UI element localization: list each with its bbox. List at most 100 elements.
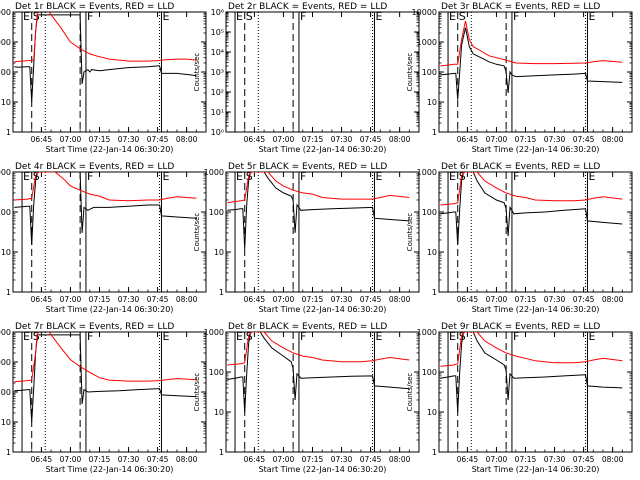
y-tick-label: 100 xyxy=(422,208,437,217)
x-tick-label: 07:00 xyxy=(60,455,82,464)
panel-title: Det 6r BLACK = Events, RED = LLD xyxy=(441,162,600,172)
x-tick-label: 08:00 xyxy=(389,455,411,464)
panel-title: Det 3r BLACK = Events, RED = LLD xyxy=(441,2,600,12)
detector-panel-6: Det 6r BLACK = Events, RED = LLD Counts/s… xyxy=(406,162,633,314)
x-tick-label: 07:30 xyxy=(544,295,566,304)
x-tick-label: 06:45 xyxy=(457,295,479,304)
x-tick-label: 06:45 xyxy=(457,135,479,144)
y-tick-label: 10 xyxy=(214,248,224,257)
series-line-events xyxy=(440,332,623,413)
x-tick-label: 08:00 xyxy=(176,455,198,464)
y-tick-label: 10000 xyxy=(412,8,437,17)
x-tick-label: 07:30 xyxy=(118,295,140,304)
y-tick-label: 10 xyxy=(427,408,437,417)
y-tick-label: 1 xyxy=(219,448,224,457)
series-line-lld xyxy=(14,332,197,383)
x-tick-label: 07:30 xyxy=(331,455,353,464)
y-tick-label: 1000 xyxy=(417,168,437,177)
x-tick-label: 07:45 xyxy=(573,135,595,144)
x-tick-label: 07:00 xyxy=(273,135,295,144)
x-axis-label: Start Time (22-Jan-14 06:30:20) xyxy=(46,465,174,474)
y-tick-label: 10 xyxy=(1,248,11,257)
panel-title: Det 7r BLACK = Events, RED = LLD xyxy=(15,322,174,332)
y-tick-label: 10³ xyxy=(211,68,224,77)
series-line-events xyxy=(227,172,410,249)
event-marker-label: F xyxy=(513,10,519,23)
event-marker-label: E xyxy=(23,170,30,183)
detector-panel-1: Det 1r BLACK = Events, RED = LLD Counts/s… xyxy=(0,2,207,154)
x-tick-label: 07:00 xyxy=(486,135,508,144)
x-tick-label: 07:30 xyxy=(331,135,353,144)
x-tick-label: 07:45 xyxy=(360,455,382,464)
series-line-events xyxy=(227,332,410,413)
y-tick-label: 100 xyxy=(0,388,11,397)
y-tick-label: 1000 xyxy=(417,38,437,47)
y-tick-label: 1 xyxy=(6,448,11,457)
series-line-lld xyxy=(14,12,197,63)
series-line-lld xyxy=(227,332,410,366)
x-axis-label: Start Time (22-Jan-14 06:30:20) xyxy=(259,145,387,154)
event-marker-label: F xyxy=(87,170,93,183)
event-marker-label: E xyxy=(162,170,169,183)
y-tick-label: 10 xyxy=(214,408,224,417)
y-tick-label: 1 xyxy=(432,128,437,137)
x-tick-label: 07:45 xyxy=(360,135,382,144)
x-tick-label: 06:45 xyxy=(31,295,53,304)
y-tick-label: 10² xyxy=(211,88,224,97)
x-tick-label: 07:15 xyxy=(302,295,324,304)
plot-frame xyxy=(12,171,207,293)
y-axis-label: Counts/sec xyxy=(406,213,414,252)
panel-title: Det 8r BLACK = Events, RED = LLD xyxy=(228,322,387,332)
x-tick-label: 07:00 xyxy=(60,135,82,144)
detector-panel-9: Det 9r BLACK = Events, RED = LLD Counts/s… xyxy=(406,322,633,474)
event-marker-label: F xyxy=(513,170,519,183)
event-marker-label: E xyxy=(449,170,456,183)
detector-panel-2: Det 2r BLACK = Events, RED = LLD Counts/s… xyxy=(193,2,420,154)
y-tick-label: 10000 xyxy=(0,328,11,337)
y-tick-label: 1000 xyxy=(417,328,437,337)
x-tick-label: 06:45 xyxy=(457,455,479,464)
y-tick-label: 10⁶ xyxy=(211,8,224,17)
event-marker-label: F xyxy=(87,330,93,343)
x-tick-label: 07:45 xyxy=(147,455,169,464)
panel-title: Det 4r BLACK = Events, RED = LLD xyxy=(15,162,174,172)
x-tick-label: 07:30 xyxy=(331,295,353,304)
event-marker-label: F xyxy=(300,170,306,183)
y-tick-label: 10 xyxy=(427,248,437,257)
y-tick-label: 10 xyxy=(1,98,11,107)
series-line-lld xyxy=(440,172,623,206)
x-tick-label: 07:45 xyxy=(573,455,595,464)
event-marker-label: E xyxy=(23,330,30,343)
event-marker-label: F xyxy=(300,330,306,343)
y-tick-label: 10 xyxy=(427,98,437,107)
x-tick-label: 08:00 xyxy=(602,295,624,304)
y-tick-label: 1 xyxy=(219,288,224,297)
x-tick-label: 07:15 xyxy=(89,135,111,144)
x-tick-label: 06:45 xyxy=(31,455,53,464)
y-tick-label: 1000 xyxy=(0,38,11,47)
event-marker-label: E xyxy=(375,10,382,23)
x-tick-label: 06:45 xyxy=(244,455,266,464)
series-line-lld xyxy=(227,172,410,204)
y-tick-label: 10000 xyxy=(0,8,11,17)
x-tick-label: 07:15 xyxy=(302,455,324,464)
y-tick-label: 100 xyxy=(422,368,437,377)
event-marker-label: E xyxy=(375,170,382,183)
plot-frame xyxy=(225,171,420,293)
x-tick-label: 08:00 xyxy=(602,135,624,144)
event-marker-label: E xyxy=(375,330,382,343)
x-tick-label: 08:00 xyxy=(602,455,624,464)
event-marker-label: E xyxy=(162,330,169,343)
series-line-lld xyxy=(14,172,197,202)
series-line-events xyxy=(440,27,623,100)
series-line-events xyxy=(14,14,197,103)
detector-panel-4: Det 4r BLACK = Events, RED = LLD Counts/s… xyxy=(0,162,207,314)
x-tick-label: 07:00 xyxy=(486,295,508,304)
event-marker-label: S xyxy=(246,10,253,23)
x-tick-label: 07:00 xyxy=(60,295,82,304)
event-marker-label: E xyxy=(449,330,456,343)
y-tick-label: 1000 xyxy=(0,168,11,177)
x-axis-label: Start Time (22-Jan-14 06:30:20) xyxy=(472,465,600,474)
y-tick-label: 100 xyxy=(0,68,11,77)
